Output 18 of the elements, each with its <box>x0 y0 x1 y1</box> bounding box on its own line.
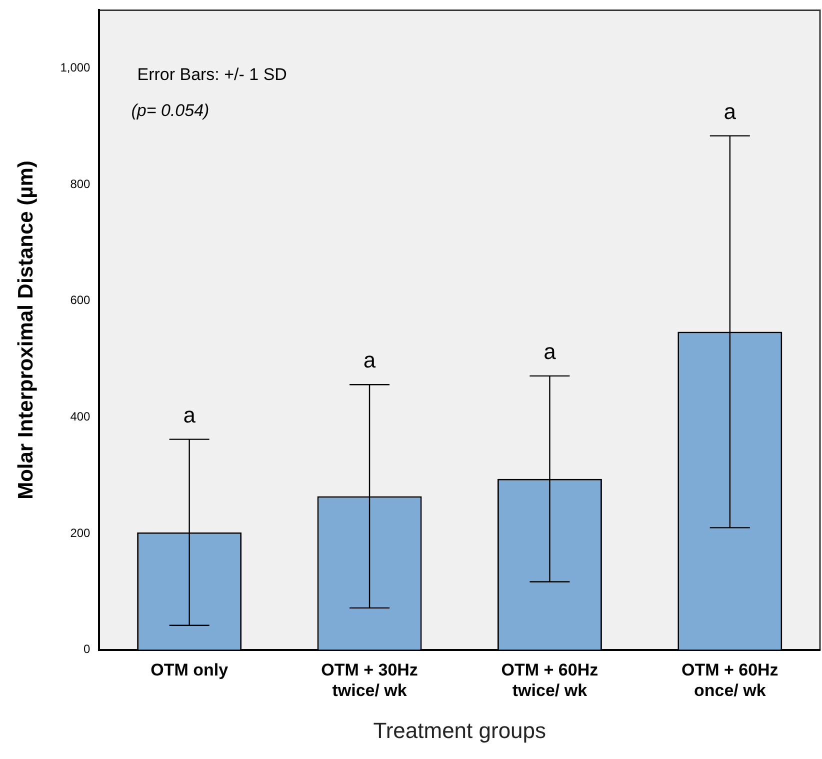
x-axis-title: Treatment groups <box>373 718 546 743</box>
x-tick-label: OTM only <box>150 660 229 680</box>
y-axis-title: Molar Interproximal Distance (µm) <box>14 160 38 500</box>
annotation: a <box>544 338 557 364</box>
x-tick-label: OTM + 60Hz twice/ wk <box>501 660 598 700</box>
annotation: a <box>183 402 196 428</box>
y-tick-label: 400 <box>70 410 91 424</box>
annotation: a <box>724 98 737 124</box>
y-tick-label: 1,000 <box>60 60 91 75</box>
annotation: a <box>363 348 376 373</box>
y-tick-label: 600 <box>70 293 91 308</box>
y-tick-label: 200 <box>70 526 91 540</box>
x-tick-label: OTM + 30Hz twice/ wk <box>321 660 418 700</box>
y-tick-label: 0 <box>84 642 91 656</box>
annotation: Error Bars: +/- 1 SD <box>137 64 287 84</box>
y-tick-label: 800 <box>70 176 91 191</box>
annotation: (p= 0.054) <box>131 100 210 120</box>
x-tick-label: OTM + 60Hz once/ wk <box>681 660 778 700</box>
